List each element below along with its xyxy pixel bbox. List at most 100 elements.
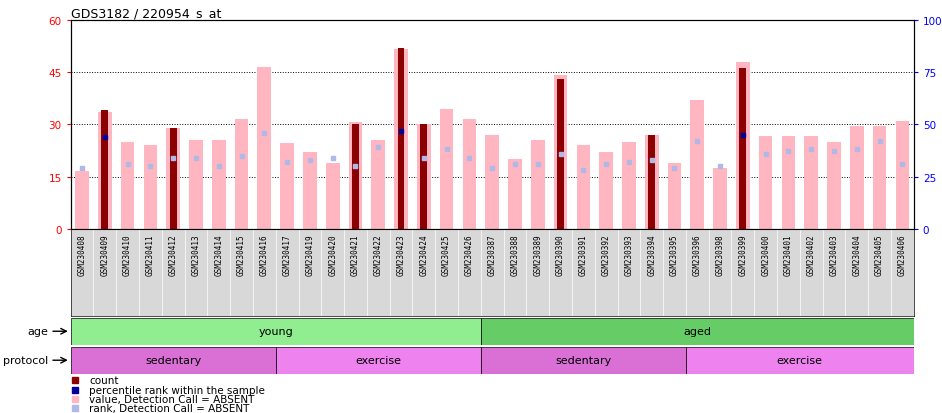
Text: protocol: protocol bbox=[3, 355, 48, 366]
Bar bbox=[690, 101, 704, 229]
Text: GSM230399: GSM230399 bbox=[739, 234, 747, 275]
Bar bbox=[577, 146, 591, 229]
Bar bbox=[417, 125, 430, 229]
Text: GSM230408: GSM230408 bbox=[77, 234, 87, 275]
Text: GSM230401: GSM230401 bbox=[784, 234, 793, 275]
Text: GSM230409: GSM230409 bbox=[101, 234, 109, 275]
Text: aged: aged bbox=[683, 326, 711, 337]
Bar bbox=[212, 140, 225, 229]
Text: GSM230387: GSM230387 bbox=[488, 234, 496, 275]
Text: GSM230400: GSM230400 bbox=[761, 234, 771, 275]
Text: GSM230402: GSM230402 bbox=[806, 234, 816, 275]
Text: GSM230393: GSM230393 bbox=[625, 234, 633, 275]
Bar bbox=[554, 76, 567, 229]
Text: young: young bbox=[258, 326, 293, 337]
Bar bbox=[713, 169, 727, 229]
Text: GSM230420: GSM230420 bbox=[328, 234, 337, 275]
Bar bbox=[686, 347, 914, 374]
Text: GSM230389: GSM230389 bbox=[533, 234, 543, 275]
Text: GSM230390: GSM230390 bbox=[556, 234, 565, 275]
Bar bbox=[170, 128, 176, 229]
Bar bbox=[645, 135, 658, 229]
Bar bbox=[143, 146, 157, 229]
Text: GSM230391: GSM230391 bbox=[578, 234, 588, 275]
Bar bbox=[257, 68, 271, 229]
Bar bbox=[75, 172, 89, 229]
Text: GSM230419: GSM230419 bbox=[305, 234, 315, 275]
Text: GSM230414: GSM230414 bbox=[214, 234, 223, 275]
Text: GSM230410: GSM230410 bbox=[123, 234, 132, 275]
Text: age: age bbox=[27, 326, 48, 337]
Bar bbox=[440, 109, 453, 229]
Bar bbox=[371, 140, 385, 229]
Bar bbox=[276, 347, 480, 374]
Bar bbox=[668, 163, 681, 229]
Bar bbox=[352, 125, 359, 229]
Text: GSM230417: GSM230417 bbox=[283, 234, 292, 275]
Text: GSM230403: GSM230403 bbox=[830, 234, 838, 275]
Bar bbox=[420, 125, 428, 229]
Bar bbox=[281, 144, 294, 229]
Text: GSM230424: GSM230424 bbox=[419, 234, 429, 275]
Text: percentile rank within the sample: percentile rank within the sample bbox=[89, 385, 265, 395]
Bar bbox=[531, 140, 544, 229]
Bar bbox=[480, 347, 686, 374]
Text: GSM230425: GSM230425 bbox=[442, 234, 451, 275]
Bar bbox=[121, 142, 135, 229]
Text: GSM230422: GSM230422 bbox=[374, 234, 382, 275]
Bar bbox=[394, 50, 408, 229]
Bar bbox=[759, 137, 772, 229]
Bar bbox=[827, 142, 841, 229]
Text: value, Detection Call = ABSENT: value, Detection Call = ABSENT bbox=[89, 394, 254, 404]
Text: GSM230415: GSM230415 bbox=[237, 234, 246, 275]
Text: sedentary: sedentary bbox=[555, 355, 611, 366]
Text: GSM230388: GSM230388 bbox=[511, 234, 519, 275]
Text: GSM230396: GSM230396 bbox=[692, 234, 702, 275]
Bar bbox=[508, 160, 522, 229]
Text: GSM230413: GSM230413 bbox=[191, 234, 201, 275]
Text: GSM230416: GSM230416 bbox=[260, 234, 268, 275]
Bar bbox=[71, 318, 480, 345]
Bar bbox=[463, 120, 477, 229]
Bar bbox=[896, 121, 909, 229]
Bar bbox=[167, 128, 180, 229]
Bar bbox=[485, 135, 499, 229]
Text: exercise: exercise bbox=[777, 355, 822, 366]
Bar bbox=[326, 163, 339, 229]
Bar bbox=[804, 137, 818, 229]
Bar bbox=[102, 111, 108, 229]
Text: rank, Detection Call = ABSENT: rank, Detection Call = ABSENT bbox=[89, 404, 250, 413]
Text: GSM230404: GSM230404 bbox=[853, 234, 861, 275]
Bar bbox=[850, 127, 864, 229]
Text: GSM230398: GSM230398 bbox=[716, 234, 724, 275]
Text: GDS3182 / 220954_s_at: GDS3182 / 220954_s_at bbox=[71, 7, 221, 19]
Text: count: count bbox=[89, 375, 119, 385]
Text: GSM230411: GSM230411 bbox=[146, 234, 154, 275]
Text: sedentary: sedentary bbox=[145, 355, 202, 366]
Text: GSM230406: GSM230406 bbox=[898, 234, 907, 275]
Bar bbox=[872, 127, 886, 229]
Bar bbox=[736, 62, 750, 229]
Text: GSM230412: GSM230412 bbox=[169, 234, 178, 275]
Bar bbox=[303, 153, 317, 229]
Text: GSM230405: GSM230405 bbox=[875, 234, 884, 275]
Text: GSM230426: GSM230426 bbox=[465, 234, 474, 275]
Text: GSM230392: GSM230392 bbox=[602, 234, 610, 275]
Bar bbox=[71, 347, 276, 374]
Bar bbox=[235, 120, 249, 229]
Text: GSM230394: GSM230394 bbox=[647, 234, 657, 275]
Text: GSM230395: GSM230395 bbox=[670, 234, 679, 275]
Bar bbox=[398, 48, 404, 229]
Bar bbox=[480, 318, 914, 345]
Text: GSM230423: GSM230423 bbox=[397, 234, 406, 275]
Text: exercise: exercise bbox=[355, 355, 401, 366]
Bar bbox=[739, 69, 746, 229]
Bar bbox=[782, 137, 795, 229]
Bar bbox=[599, 153, 613, 229]
Bar bbox=[648, 135, 655, 229]
Bar bbox=[557, 80, 564, 229]
Text: GSM230421: GSM230421 bbox=[351, 234, 360, 275]
Bar bbox=[622, 142, 636, 229]
Bar bbox=[98, 113, 112, 229]
Bar bbox=[349, 123, 363, 229]
